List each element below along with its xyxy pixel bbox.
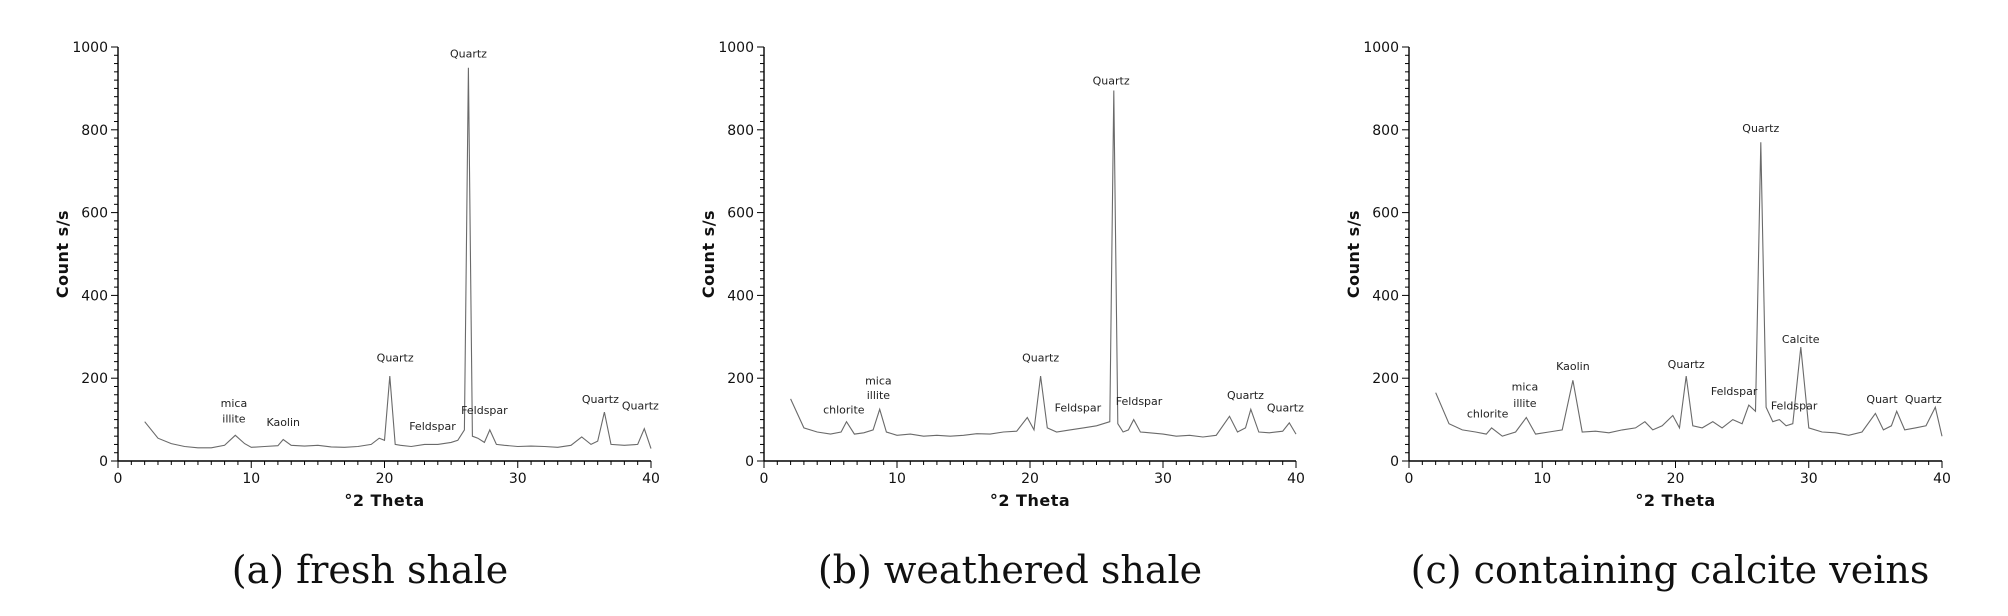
panel-fresh-shale: (a) fresh shale 0 200 400 600 800 1000 0 10 20 30…	[53, 40, 660, 592]
peak-label: chlorite	[823, 403, 865, 416]
y-tick-label: 200	[727, 371, 754, 387]
y-tick-label: 200	[81, 371, 108, 387]
y-tick-label: 600	[1372, 206, 1399, 222]
diffraction-trace	[144, 67, 652, 449]
peak-label: illite	[1513, 397, 1537, 410]
peak-label: Feldspar	[1055, 401, 1102, 414]
x-tick-label: 0	[1405, 471, 1414, 487]
y-tick-label: 600	[81, 206, 108, 222]
y-tick-label: 800	[81, 123, 108, 139]
y-tick-label: 400	[1372, 288, 1399, 304]
peak-label: Quartz	[1742, 122, 1779, 135]
y-tick-label: 1000	[718, 40, 754, 56]
y-tick-label: 200	[1372, 371, 1399, 387]
x-tick-label: 40	[1933, 471, 1951, 487]
y-tick-label: 400	[81, 288, 108, 304]
y-tick-label: 800	[1372, 123, 1399, 139]
diffraction-trace	[790, 90, 1297, 438]
peak-label: Feldspar	[1711, 385, 1758, 398]
diffraction-trace	[1435, 142, 1943, 437]
x-tick-label: 0	[114, 471, 123, 487]
x-axis-title: °2 Theta	[1635, 491, 1715, 510]
x-tick-label: 10	[1533, 471, 1551, 487]
peak-label: Quartz	[1905, 393, 1942, 406]
x-tick-label: 20	[1021, 471, 1039, 487]
y-tick-label: 1000	[72, 40, 108, 56]
x-tick-label: 30	[509, 471, 527, 487]
panel-calcite-veins: (c) containing calcite veins 02004006008…	[1344, 40, 1951, 592]
y-tick-label: 600	[727, 206, 754, 222]
peak-label: mica	[221, 397, 248, 410]
peak-label: illite	[222, 412, 246, 425]
peak-label: Feldspar	[409, 420, 456, 433]
peak-label: Quartz	[1093, 74, 1130, 87]
peak-label: Quartz	[377, 352, 414, 365]
panel-weathered-shale: (b) weathered shale 0 200 400 600 800 1000 0 10…	[699, 40, 1305, 592]
x-tick-label: 30	[1800, 471, 1818, 487]
x-tick-label: 10	[888, 471, 906, 487]
peak-label: chlorite	[1467, 408, 1509, 421]
peak-label: Quartz	[1227, 389, 1264, 402]
peak-label: mica	[865, 374, 892, 387]
x-tick-label: 40	[642, 471, 660, 487]
y-axis-title: Count s/s	[699, 210, 718, 298]
peak-label: Feldspar	[461, 404, 508, 417]
peak-label: Quart	[1866, 393, 1898, 406]
peak-label: illite	[867, 389, 891, 402]
x-tick-label: 20	[1667, 471, 1685, 487]
y-tick-label: 1000	[1363, 40, 1399, 56]
y-tick-label: 0	[745, 454, 754, 470]
peak-label: Calcite	[1782, 333, 1820, 346]
x-axis-title: °2 Theta	[344, 491, 424, 510]
y-tick-label: 400	[727, 288, 754, 304]
peak-label: Kaolin	[266, 416, 300, 429]
x-tick-label: 10	[242, 471, 260, 487]
caption: (b) weathered shale	[818, 548, 1202, 592]
peak-label: Quartz	[582, 393, 619, 406]
peak-label: Feldspar	[1771, 399, 1818, 412]
peak-label: Quartz	[622, 399, 659, 412]
y-tick-label: 0	[1390, 454, 1399, 470]
peak-label: Quartz	[1022, 352, 1059, 365]
y-axis-title: Count s/s	[53, 210, 72, 298]
x-tick-label: 40	[1287, 471, 1305, 487]
peak-label: Quartz	[1668, 358, 1705, 371]
x-tick-label: 30	[1154, 471, 1172, 487]
caption: (a) fresh shale	[232, 548, 508, 592]
x-tick-label: 20	[376, 471, 394, 487]
peak-label: Kaolin	[1556, 360, 1590, 373]
peak-label: mica	[1512, 381, 1539, 394]
peak-label: Quartz	[450, 47, 487, 60]
x-axis-title: °2 Theta	[990, 491, 1070, 510]
peak-label: Quartz	[1267, 401, 1304, 414]
y-axis-title: Count s/s	[1344, 210, 1363, 298]
x-tick-label: 0	[760, 471, 769, 487]
y-tick-label: 0	[99, 454, 108, 470]
y-tick-label: 800	[727, 123, 754, 139]
peak-label: Feldspar	[1116, 395, 1163, 408]
caption: (c) containing calcite veins	[1411, 548, 1930, 592]
